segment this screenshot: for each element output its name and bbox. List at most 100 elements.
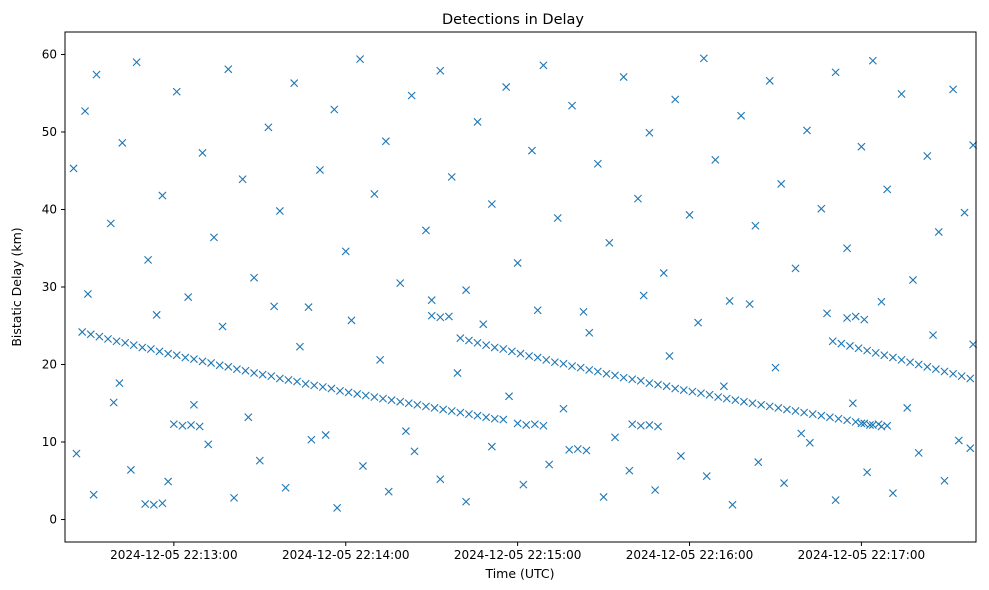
y-axis-label: Bistatic Delay (km)	[9, 227, 24, 346]
y-axis-ticks: 0 10 20 30 40 50 60	[42, 47, 65, 527]
scatter-point	[198, 148, 207, 157]
scatter-point	[728, 500, 737, 509]
scatter-point	[960, 208, 969, 217]
scatter-point	[270, 302, 279, 311]
scatter-point	[914, 360, 923, 369]
scatter-point	[791, 264, 800, 273]
scatter-point	[487, 200, 496, 209]
scatter-point	[421, 402, 430, 411]
scatter-point	[172, 87, 181, 96]
scatter-point	[654, 380, 662, 389]
scatter-point	[777, 179, 786, 188]
scatter-point	[81, 107, 90, 116]
scatter-point	[464, 336, 473, 345]
scatter-point	[281, 483, 290, 492]
scatter-point	[164, 349, 173, 358]
scatter-point	[765, 76, 774, 85]
scatter-point	[224, 65, 233, 74]
scatter-point	[370, 190, 379, 198]
scatter-point	[831, 496, 840, 505]
scatter-point	[966, 374, 975, 383]
scatter-point	[719, 382, 728, 391]
scatter-point	[828, 337, 837, 346]
scatter-point	[513, 258, 522, 267]
scatter-point	[513, 419, 522, 428]
scatter-point	[307, 435, 316, 444]
scatter-point	[444, 312, 453, 321]
scatter-point	[845, 341, 854, 350]
scatter-point	[897, 355, 906, 364]
x-tick-label: 2024-12-05 22:14:00	[282, 548, 409, 562]
scatter-point	[499, 345, 508, 353]
scatter-point	[923, 152, 932, 161]
scatter-point	[737, 111, 746, 120]
scatter-point	[158, 191, 167, 200]
scatter-point	[688, 387, 697, 396]
scatter-point	[250, 273, 259, 282]
scatter-point	[103, 334, 112, 343]
x-axis-label: Time (UTC)	[484, 566, 554, 581]
scatter-point	[545, 460, 554, 469]
scatter-point	[410, 447, 419, 456]
scatter-point	[866, 420, 874, 429]
scatter-point	[883, 185, 892, 194]
scatter-point	[914, 448, 923, 457]
scatter-point	[152, 310, 161, 319]
scatter-point	[954, 436, 963, 445]
scatter-point	[456, 408, 465, 417]
scatter-point	[507, 347, 516, 356]
scatter-point	[831, 68, 840, 77]
scatter-point	[817, 411, 826, 420]
scatter-point	[195, 422, 204, 431]
scatter-point	[69, 164, 78, 173]
scatter-point	[439, 405, 448, 414]
scatter-point	[659, 269, 668, 278]
scatter-point	[453, 369, 462, 378]
scatter-point	[447, 407, 456, 416]
x-tick-label: 2024-12-05 22:15:00	[454, 548, 581, 562]
scatter-point	[619, 373, 628, 382]
scatter-point	[241, 366, 250, 375]
scatter-point	[106, 219, 115, 228]
scatter-point	[344, 388, 353, 397]
scatter-point	[774, 403, 783, 412]
scatter-point	[751, 221, 760, 230]
scatter-point	[883, 421, 892, 430]
scatter-point	[834, 414, 843, 423]
scatter-point	[888, 489, 897, 498]
scatter-point	[854, 344, 863, 353]
scatter-point	[714, 393, 723, 402]
scatter-point	[482, 341, 491, 350]
scatter-point	[522, 420, 531, 429]
scatter-point	[413, 400, 422, 409]
scatter-point	[95, 332, 104, 341]
scatter-point	[568, 362, 577, 371]
scatter-point	[421, 226, 430, 235]
scatter-point	[553, 214, 562, 223]
scatter-point	[771, 363, 780, 372]
y-tick-label: 20	[42, 358, 57, 372]
scatter-point	[739, 397, 748, 406]
scatter-point	[565, 445, 574, 454]
scatter-point	[370, 393, 379, 402]
scatter-point	[436, 66, 445, 75]
x-axis-ticks: 2024-12-05 22:13:00 2024-12-05 22:14:00 20…	[110, 542, 925, 562]
scatter-point	[341, 247, 350, 256]
scatter-point	[837, 339, 846, 348]
x-tick-label: 2024-12-05 22:16:00	[626, 548, 753, 562]
scatter-point	[559, 404, 568, 413]
scatter-point	[645, 128, 654, 137]
scatter-point	[619, 72, 628, 81]
scatter-point	[877, 297, 886, 306]
scatter-point	[765, 402, 774, 411]
scatter-point	[654, 422, 662, 431]
scatter-point	[782, 405, 791, 414]
scatter-point	[665, 351, 674, 360]
scatter-point	[189, 355, 198, 364]
scatter-point	[605, 238, 614, 247]
scatter-point	[843, 244, 852, 253]
scatter-point	[499, 415, 508, 424]
scatter-point	[502, 83, 511, 92]
scatter-point	[207, 358, 216, 367]
scatter-point	[628, 420, 637, 429]
